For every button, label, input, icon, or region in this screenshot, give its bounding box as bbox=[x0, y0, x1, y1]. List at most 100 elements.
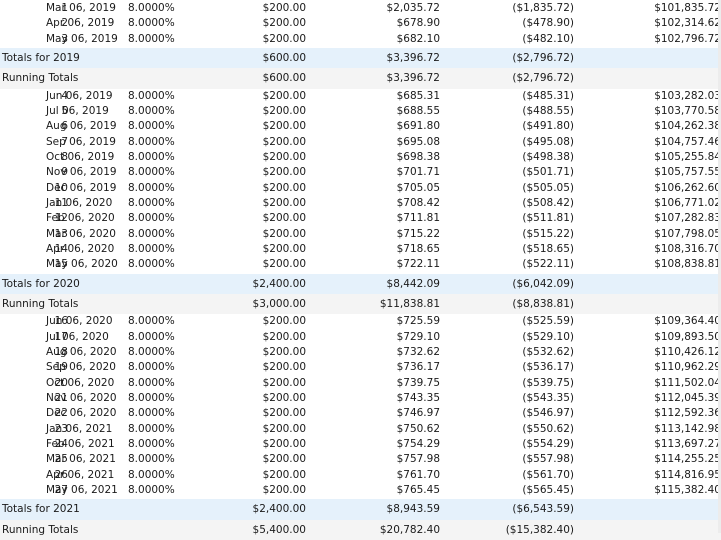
table-row[interactable]: 22 Dec 06, 2020 8.0000% $200.00 $746.97 ($546… bbox=[0, 406, 721, 421]
running-totals-row[interactable]: Running Totals $600.00 $3,396.72 ($2,796.72… bbox=[0, 68, 721, 89]
payment-amount: $200.00 bbox=[262, 104, 306, 117]
interest-amount: $711.81 bbox=[396, 212, 440, 225]
principal-amount: ($498.38) bbox=[522, 151, 574, 163]
balance-amount: $104,757.46 bbox=[654, 135, 721, 148]
table-row[interactable]: 23 Jan 06, 2021 8.0000% $200.00 $750.62 ($550… bbox=[0, 422, 721, 437]
year-totals-label: Totals for 2019 bbox=[2, 52, 80, 65]
interest-rate: 8.0000% bbox=[128, 17, 175, 30]
payment-number: 25 bbox=[54, 453, 68, 466]
principal-amount: ($529.10) bbox=[522, 330, 574, 343]
table-row[interactable]: 12 Feb 06, 2020 8.0000% $200.00 $711.81 ($511… bbox=[0, 211, 721, 226]
total-principal: ($8,838.81) bbox=[512, 298, 574, 311]
payment-amount: $200.00 bbox=[262, 151, 306, 163]
payment-number: 8 bbox=[61, 151, 68, 163]
payment-amount: $200.00 bbox=[262, 212, 306, 225]
interest-rate: 8.0000% bbox=[128, 330, 175, 343]
table-row[interactable]: 13 Mar 06, 2020 8.0000% $200.00 $715.22 ($515… bbox=[0, 227, 721, 242]
table-row[interactable]: 27 May 06, 2021 8.0000% $200.00 $765.45 ($565… bbox=[0, 483, 721, 498]
interest-amount: $698.38 bbox=[396, 151, 440, 163]
payment-number: 26 bbox=[54, 468, 68, 481]
table-row[interactable]: 11 Jan 06, 2020 8.0000% $200.00 $708.42 ($508… bbox=[0, 196, 721, 211]
payment-amount: $200.00 bbox=[262, 243, 306, 256]
payment-date: May 06, 2021 bbox=[46, 484, 118, 497]
payment-amount: $200.00 bbox=[262, 2, 306, 14]
payment-date: Apr 06, 2020 bbox=[46, 243, 115, 256]
running-totals-label: Running Totals bbox=[2, 72, 79, 85]
year-totals-row[interactable]: Totals for 2019 $600.00 $3,396.72 ($2,796.7… bbox=[0, 48, 721, 69]
table-row[interactable]: 4 Jun 06, 2019 8.0000% $200.00 $685.31 ($485.… bbox=[0, 89, 721, 104]
payment-number: 16 bbox=[54, 315, 68, 328]
balance-amount: $108,838.81 bbox=[654, 258, 721, 271]
interest-amount: $765.45 bbox=[396, 484, 440, 497]
principal-amount: ($501.71) bbox=[522, 166, 574, 179]
principal-amount: ($485.31) bbox=[522, 89, 574, 102]
table-row[interactable]: 19 Sep 06, 2020 8.0000% $200.00 $736.17 ($536… bbox=[0, 360, 721, 375]
table-row[interactable]: 3 May 06, 2019 8.0000% $200.00 $682.10 ($482.… bbox=[0, 32, 721, 47]
payment-date: Mar 06, 2021 bbox=[46, 453, 116, 466]
interest-rate: 8.0000% bbox=[128, 32, 175, 45]
payment-amount: $200.00 bbox=[262, 135, 306, 148]
table-row[interactable]: 5 Jul 06, 2019 8.0000% $200.00 $688.55 ($488.… bbox=[0, 104, 721, 119]
payment-date: Jul 06, 2019 bbox=[46, 104, 109, 117]
payment-date: Feb 06, 2020 bbox=[46, 212, 115, 225]
payment-amount: $200.00 bbox=[262, 453, 306, 466]
table-row[interactable]: 14 Apr 06, 2020 8.0000% $200.00 $718.65 ($518… bbox=[0, 242, 721, 257]
interest-amount: $761.70 bbox=[396, 468, 440, 481]
table-row[interactable]: 9 Nov 06, 2019 8.0000% $200.00 $701.71 ($501.… bbox=[0, 165, 721, 180]
payment-date: Jan 06, 2020 bbox=[46, 197, 113, 210]
table-row[interactable]: 6 Aug 06, 2019 8.0000% $200.00 $691.80 ($491.… bbox=[0, 119, 721, 134]
payment-number: 23 bbox=[54, 422, 68, 435]
balance-amount: $105,255.84 bbox=[654, 151, 721, 163]
interest-rate: 8.0000% bbox=[128, 346, 175, 359]
interest-amount: $732.62 bbox=[396, 346, 440, 359]
balance-amount: $106,262.60 bbox=[654, 181, 721, 194]
running-totals-row[interactable]: Running Totals $5,400.00 $20,782.40 ($15,38… bbox=[0, 519, 721, 540]
running-totals-row[interactable]: Running Totals $3,000.00 $11,838.81 ($8,838… bbox=[0, 294, 721, 315]
year-totals-row[interactable]: Totals for 2021 $2,400.00 $8,943.59 ($6,543… bbox=[0, 499, 721, 520]
running-totals-label: Running Totals bbox=[2, 298, 79, 311]
table-row[interactable]: 18 Aug 06, 2020 8.0000% $200.00 $732.62 ($532… bbox=[0, 345, 721, 360]
interest-rate: 8.0000% bbox=[128, 407, 175, 420]
year-totals-row[interactable]: Totals for 2020 $2,400.00 $8,442.09 ($6,042… bbox=[0, 273, 721, 295]
table-row[interactable]: 25 Mar 06, 2021 8.0000% $200.00 $757.98 ($557… bbox=[0, 452, 721, 467]
interest-rate: 8.0000% bbox=[128, 243, 175, 256]
payment-date: Aug 06, 2020 bbox=[46, 346, 117, 359]
payment-amount: $200.00 bbox=[262, 181, 306, 194]
table-row[interactable]: 26 Apr 06, 2021 8.0000% $200.00 $761.70 ($561… bbox=[0, 468, 721, 483]
payment-date: Jul 06, 2020 bbox=[46, 330, 109, 343]
table-row[interactable]: 7 Sep 06, 2019 8.0000% $200.00 $695.08 ($495.… bbox=[0, 135, 721, 150]
interest-amount: $682.10 bbox=[396, 32, 440, 45]
balance-amount: $109,364.40 bbox=[654, 315, 721, 328]
table-row[interactable]: 15 May 06, 2020 8.0000% $200.00 $722.11 ($522… bbox=[0, 257, 721, 272]
principal-amount: ($565.45) bbox=[522, 484, 574, 497]
payment-amount: $200.00 bbox=[262, 120, 306, 133]
payment-amount: $200.00 bbox=[262, 258, 306, 271]
principal-amount: ($488.55) bbox=[522, 104, 574, 117]
table-row[interactable]: 16 Jun 06, 2020 8.0000% $200.00 $725.59 ($525… bbox=[0, 314, 721, 329]
interest-amount: $725.59 bbox=[396, 315, 440, 328]
table-row[interactable]: 21 Nov 06, 2020 8.0000% $200.00 $743.35 ($543… bbox=[0, 391, 721, 406]
payment-number: 3 bbox=[61, 32, 68, 45]
table-row[interactable]: 20 Oct 06, 2020 8.0000% $200.00 $739.75 ($539… bbox=[0, 376, 721, 391]
interest-rate: 8.0000% bbox=[128, 227, 175, 240]
balance-amount: $112,045.39 bbox=[654, 392, 721, 405]
table-row[interactable]: 8 Oct 06, 2019 8.0000% $200.00 $698.38 ($498.… bbox=[0, 150, 721, 165]
payment-number: 2 bbox=[61, 17, 68, 30]
interest-amount: $757.98 bbox=[396, 453, 440, 466]
table-row[interactable]: 1 Mar 06, 2019 8.0000% $200.00 $2,035.72 ($1,… bbox=[0, 1, 721, 16]
table-row[interactable]: 17 Jul 06, 2020 8.0000% $200.00 $729.10 ($529… bbox=[0, 330, 721, 345]
balance-amount: $101,835.72 bbox=[654, 2, 721, 14]
payment-date: Sep 06, 2019 bbox=[46, 135, 116, 148]
interest-amount: $695.08 bbox=[396, 135, 440, 148]
table-row[interactable]: 10 Dec 06, 2019 8.0000% $200.00 $705.05 ($505… bbox=[0, 181, 721, 196]
payment-amount: $200.00 bbox=[262, 376, 306, 389]
table-row[interactable]: 24 Feb 06, 2021 8.0000% $200.00 $754.29 ($554… bbox=[0, 437, 721, 452]
table-row[interactable]: 2 Apr 06, 2019 8.0000% $200.00 $678.90 ($478.… bbox=[0, 16, 721, 31]
principal-amount: ($508.42) bbox=[522, 197, 574, 210]
payment-date: Feb 06, 2021 bbox=[46, 438, 115, 451]
interest-amount: $678.90 bbox=[396, 17, 440, 30]
interest-amount: $739.75 bbox=[396, 376, 440, 389]
payment-amount: $200.00 bbox=[262, 422, 306, 435]
total-payment: $2,400.00 bbox=[252, 277, 306, 290]
balance-amount: $107,282.83 bbox=[654, 212, 721, 225]
